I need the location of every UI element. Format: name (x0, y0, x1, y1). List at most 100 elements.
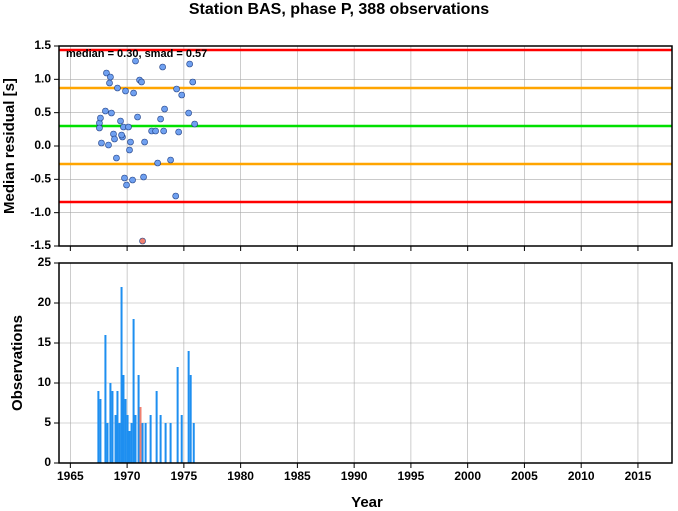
bar (97, 391, 100, 463)
point (160, 127, 167, 135)
annotation: median = 0.30, smad = 0.57 (66, 48, 207, 60)
bar (139, 407, 142, 463)
bar (118, 423, 121, 463)
point (117, 117, 124, 125)
point (111, 135, 118, 143)
point (178, 91, 186, 99)
x-tick-label: 1985 (284, 469, 311, 483)
x-tick-label: 1995 (398, 469, 425, 483)
point (157, 115, 164, 123)
point (118, 131, 125, 139)
x-tick-label: 1970 (114, 469, 141, 483)
bar (155, 391, 158, 463)
y-axis-label: Observations (9, 315, 26, 411)
bar (122, 375, 125, 463)
point (121, 174, 128, 182)
bar (111, 391, 114, 463)
point (103, 69, 110, 77)
point (106, 79, 113, 87)
x-tick-label: 1980 (227, 469, 254, 483)
point (123, 181, 130, 189)
point (114, 84, 121, 92)
point (138, 78, 145, 86)
bar (176, 367, 179, 463)
point (130, 89, 137, 97)
x-tick-label: 2015 (625, 469, 652, 483)
bar (126, 415, 129, 463)
point (140, 173, 147, 181)
bar (189, 375, 192, 463)
y-tick-label: 10 (38, 375, 52, 389)
point (108, 109, 115, 117)
x-tick-label: 1975 (171, 469, 198, 483)
bar (109, 383, 112, 463)
y-tick-label: 1.5 (34, 38, 51, 52)
point (105, 141, 112, 149)
bar (141, 423, 144, 463)
point (186, 60, 193, 68)
point (161, 105, 168, 113)
x-tick-label: 1990 (341, 469, 368, 483)
bar (104, 335, 107, 463)
point (107, 73, 114, 81)
point (139, 237, 146, 245)
y-tick-label: -1.5 (30, 238, 51, 252)
y-tick-label: 1.0 (34, 72, 51, 86)
point (122, 87, 129, 95)
bar (99, 399, 102, 463)
bar (114, 415, 117, 463)
bar (130, 423, 133, 463)
bar (144, 423, 147, 463)
bar (120, 287, 123, 463)
x-tick-label: 1965 (57, 469, 84, 483)
y-axis-label: Median residual [s] (1, 78, 18, 214)
point (127, 138, 134, 146)
point (98, 139, 105, 147)
point (97, 114, 104, 122)
bar (116, 391, 119, 463)
bar (137, 375, 140, 463)
bar (149, 415, 152, 463)
plot-frame (58, 262, 673, 464)
bar (132, 319, 135, 463)
point (173, 85, 180, 93)
point (167, 156, 174, 164)
point (152, 127, 159, 135)
point (126, 146, 133, 154)
bar (187, 351, 190, 463)
plot-frame (58, 45, 673, 247)
y-tick-label: -0.5 (30, 172, 51, 186)
point (185, 109, 192, 117)
bar (134, 415, 137, 463)
point (96, 124, 103, 132)
bar (180, 415, 183, 463)
point (141, 138, 148, 146)
point (125, 123, 132, 131)
bar (124, 399, 127, 463)
bar (128, 431, 131, 463)
y-tick-label: 0.0 (34, 138, 51, 152)
y-tick-label: 0 (44, 455, 51, 469)
x-axis-label: Year (351, 494, 383, 511)
point (159, 63, 166, 71)
point (175, 128, 182, 136)
bar (192, 423, 195, 463)
bar (169, 423, 172, 463)
point (189, 78, 197, 86)
y-tick-label: 0.5 (34, 105, 51, 119)
bar (159, 415, 162, 463)
y-tick-label: 25 (38, 255, 52, 269)
y-tick-label: 20 (38, 295, 52, 309)
point (132, 57, 139, 65)
point (172, 192, 179, 200)
bar (164, 423, 167, 463)
point (129, 176, 136, 184)
y-tick-label: -1.0 (30, 205, 51, 219)
point (102, 107, 109, 115)
y-tick-label: 15 (38, 335, 52, 349)
point (191, 120, 198, 128)
point (134, 113, 141, 121)
chart-title: Station BAS, phase P, 388 observations (189, 1, 489, 18)
bar (106, 423, 109, 463)
